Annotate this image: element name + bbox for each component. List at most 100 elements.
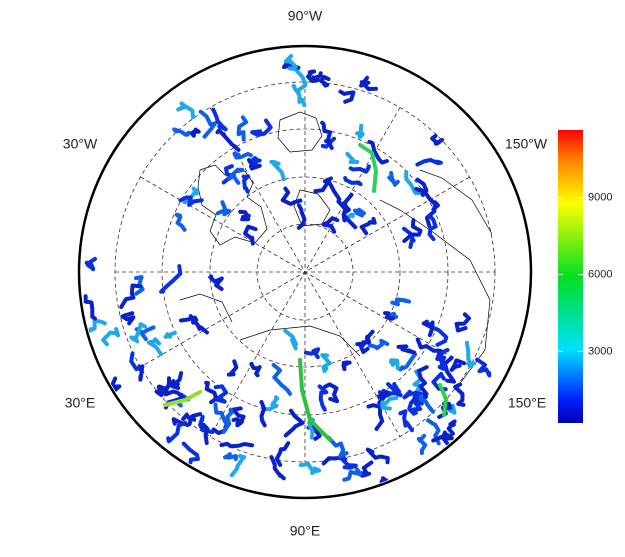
- meridian-label: 90°E: [290, 523, 321, 539]
- river: [219, 441, 255, 449]
- river: [358, 340, 371, 354]
- river: [366, 403, 385, 431]
- river: [415, 158, 443, 167]
- river: [341, 201, 351, 223]
- river: [154, 376, 171, 398]
- river: [138, 365, 145, 382]
- river: [421, 319, 435, 338]
- river: [398, 409, 414, 433]
- colorbar-tick-label: 3000: [588, 345, 612, 357]
- meridian-line: [140, 176, 470, 368]
- river: [243, 224, 258, 246]
- river: [320, 120, 334, 150]
- river: [259, 400, 267, 428]
- river: [271, 363, 292, 396]
- rivers: [83, 54, 492, 492]
- river: [129, 322, 148, 344]
- river: [274, 441, 291, 467]
- colorbar: [558, 130, 583, 423]
- river: [291, 83, 307, 107]
- river: [269, 159, 286, 182]
- river: [280, 186, 303, 206]
- river: [176, 101, 195, 120]
- river: [250, 156, 262, 166]
- river: [174, 212, 187, 232]
- river: [345, 151, 360, 164]
- river: [249, 362, 262, 378]
- river: [325, 177, 348, 212]
- river: [215, 200, 232, 217]
- river: [269, 455, 286, 481]
- river: [341, 360, 352, 372]
- river: [338, 89, 356, 104]
- river: [319, 74, 331, 88]
- river: [464, 340, 477, 369]
- river: [119, 283, 143, 309]
- river: [431, 432, 454, 443]
- river: [198, 109, 218, 139]
- river: [247, 158, 262, 171]
- river: [320, 353, 332, 373]
- meridian-label: 90°W: [288, 8, 323, 24]
- river: [188, 314, 209, 335]
- river: [163, 390, 202, 407]
- river: [396, 344, 417, 355]
- river: [221, 407, 234, 434]
- river: [436, 347, 450, 371]
- river: [83, 294, 97, 321]
- river: [416, 433, 428, 456]
- river: [120, 311, 136, 326]
- river: [215, 128, 241, 152]
- river: [383, 311, 395, 321]
- river: [229, 454, 247, 478]
- river: [201, 422, 210, 445]
- river: [359, 75, 378, 92]
- river: [402, 218, 423, 243]
- river: [416, 365, 429, 397]
- river: [298, 358, 332, 442]
- river: [303, 347, 321, 360]
- river: [211, 107, 228, 132]
- river: [326, 435, 349, 459]
- meridian-label: 150°E: [508, 395, 546, 411]
- river: [236, 115, 249, 142]
- river: [453, 382, 466, 407]
- river: [367, 139, 389, 165]
- river: [208, 274, 224, 291]
- river: [454, 312, 471, 333]
- river: [172, 127, 191, 137]
- river: [404, 170, 424, 196]
- meridian-label: 30°E: [65, 395, 96, 411]
- river: [223, 452, 238, 462]
- river: [226, 359, 239, 377]
- river: [355, 123, 365, 139]
- river: [390, 297, 411, 307]
- river: [182, 186, 199, 205]
- river: [84, 256, 97, 272]
- river: [306, 69, 320, 84]
- river: [321, 216, 340, 234]
- river: [387, 171, 400, 187]
- meridian-label: 150°W: [505, 136, 548, 152]
- river: [342, 467, 363, 482]
- river: [283, 328, 298, 351]
- meridian-label: 30°W: [63, 136, 98, 152]
- river: [101, 327, 120, 347]
- river: [231, 417, 244, 428]
- river: [146, 337, 163, 357]
- river: [426, 418, 441, 446]
- river: [238, 209, 251, 222]
- river: [189, 127, 201, 138]
- river: [231, 406, 246, 425]
- colorbar-ticks: 3000 6000 9000: [558, 192, 612, 357]
- colorbar-tick-label: 6000: [588, 268, 612, 280]
- river: [377, 391, 390, 405]
- river: [449, 358, 467, 372]
- river: [227, 167, 245, 185]
- river: [250, 118, 273, 137]
- river: [424, 200, 440, 228]
- river: [427, 214, 438, 242]
- river: [178, 195, 204, 207]
- river: [389, 358, 400, 371]
- river: [358, 143, 378, 193]
